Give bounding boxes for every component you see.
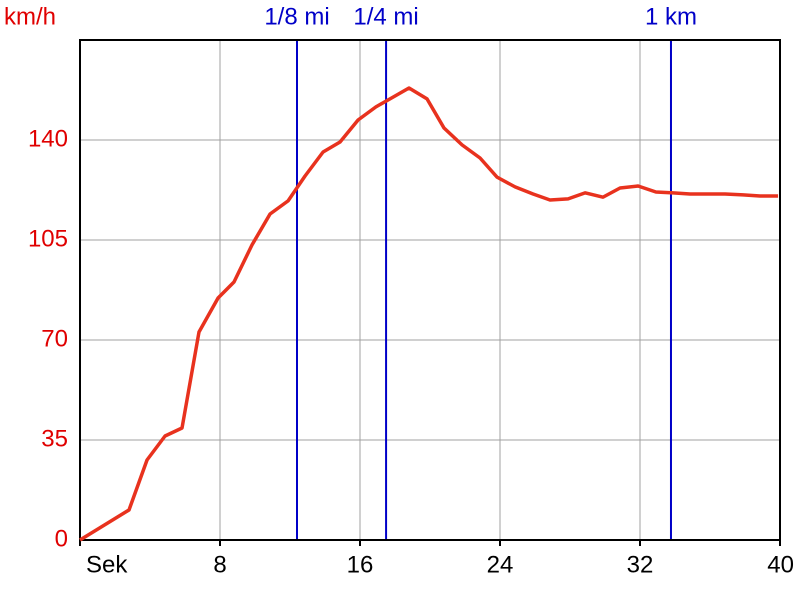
plot-border — [79, 39, 781, 541]
speed-line — [79, 86, 779, 542]
x-tick-label: Sek — [86, 551, 128, 578]
y-tick-label: 140 — [28, 125, 68, 152]
x-tick-label: 24 — [487, 551, 514, 578]
y-tick-label: 105 — [28, 225, 68, 252]
y-tick-label: 70 — [41, 325, 68, 352]
y-tick-label: 35 — [41, 425, 68, 452]
x-tick-label: 32 — [627, 551, 654, 578]
x-tick-label: 40 — [767, 551, 794, 578]
x-tick-label: 16 — [347, 551, 374, 578]
distance-marker-label: 1/8 mi — [264, 3, 329, 30]
y-tick-label: 0 — [55, 525, 68, 552]
distance-marker-label: 1 km — [645, 3, 697, 30]
distance-marker-label: 1/4 mi — [353, 3, 418, 30]
y-axis-label: km/h — [4, 3, 56, 30]
x-tick-label: 8 — [213, 551, 226, 578]
